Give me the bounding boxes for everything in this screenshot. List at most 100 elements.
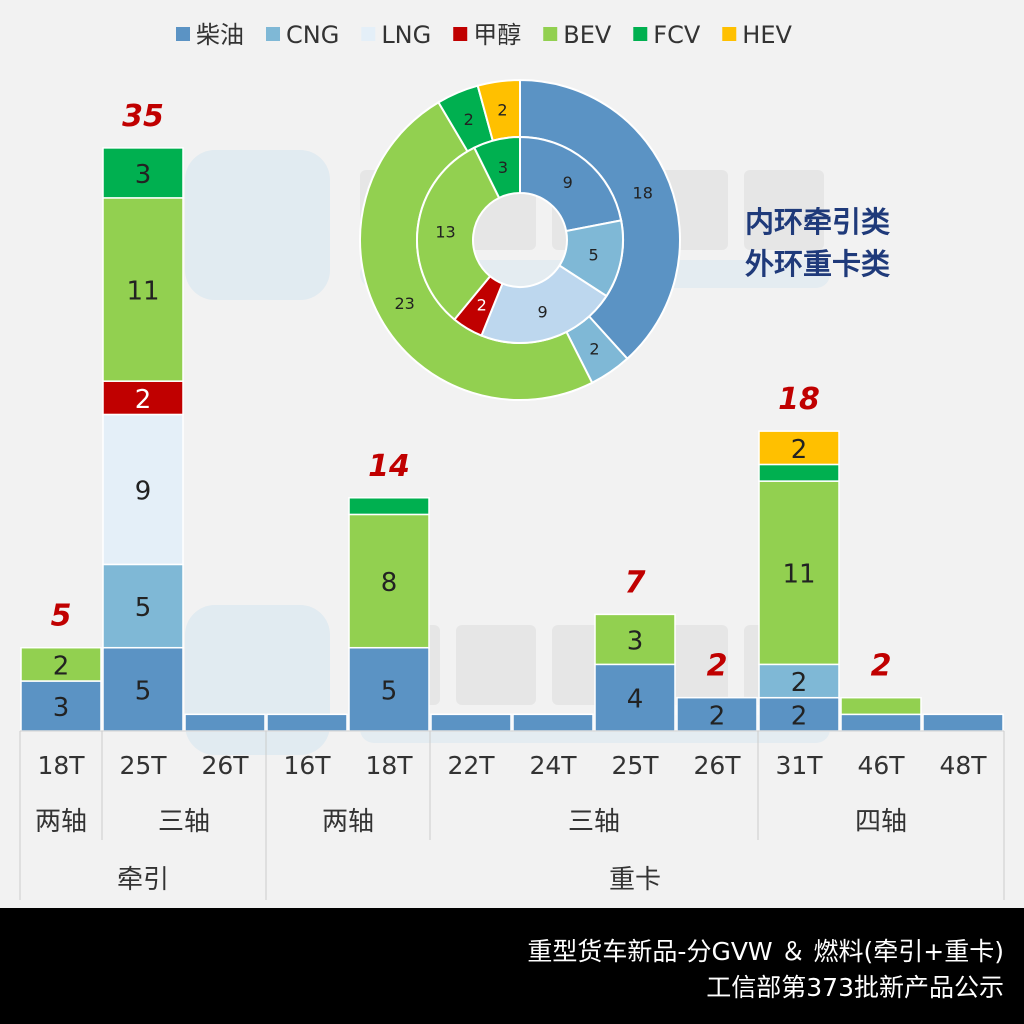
footer-title: 重型货车新品-分GVW ＆ 燃料(牵引+重卡) — [527, 937, 1004, 966]
bar-value-label: 3 — [135, 160, 152, 190]
watermark-logo-icon — [185, 150, 330, 300]
legend-label: LNG — [381, 21, 431, 49]
axle-group-label: 两轴 — [35, 807, 87, 837]
bar-segment — [348, 497, 430, 516]
bar-value-label: 2 — [135, 385, 152, 415]
bar-value-label: 2 — [791, 701, 808, 731]
bar-total-label: 2 — [707, 649, 728, 684]
type-group-label: 重卡 — [609, 865, 661, 895]
x-tick-label: 25T — [611, 751, 659, 780]
axle-group-label: 三轴 — [568, 807, 620, 837]
bar-segment — [758, 463, 840, 482]
donut-slice — [480, 264, 608, 344]
donut-value-label: 5 — [589, 245, 599, 264]
bar-segment — [758, 480, 840, 666]
bar-value-label: 5 — [135, 593, 152, 623]
legend-swatch — [722, 27, 737, 41]
donut-slice — [519, 135, 623, 233]
legend-label: FCV — [653, 21, 701, 49]
donut-outer-caption: 外环重卡类 — [745, 247, 890, 281]
x-tick-label: 22T — [447, 751, 495, 780]
bar-segment — [594, 613, 676, 666]
x-tick-label: 48T — [939, 751, 987, 780]
x-tick-label: 46T — [857, 751, 905, 780]
legend-swatch — [361, 27, 376, 41]
legend-label: BEV — [563, 21, 612, 49]
bar-segment — [102, 197, 184, 382]
bar-value-label: 5 — [381, 676, 398, 706]
donut-value-label: 2 — [589, 339, 599, 358]
x-tick-label: 18T — [365, 751, 413, 780]
x-tick-label: 24T — [529, 751, 577, 780]
x-tick-label: 16T — [283, 751, 331, 780]
bar-segment — [512, 713, 594, 732]
bar-value-label: 11 — [782, 560, 815, 590]
bar-value-label: 2 — [709, 701, 726, 731]
legend-swatch — [266, 27, 280, 41]
donut-value-label: 9 — [538, 303, 548, 322]
donut-slice — [416, 146, 501, 321]
bar-value-label: 5 — [135, 676, 152, 706]
x-tick-label: 31T — [775, 751, 823, 780]
axle-group-label: 两轴 — [322, 807, 374, 837]
bar-segment — [348, 513, 430, 649]
bar-value-label: 4 — [627, 685, 644, 715]
bar-segment — [20, 680, 102, 732]
watermark-glyph-block — [744, 170, 824, 250]
bar-value-label: 2 — [53, 651, 70, 681]
donut-inner-caption: 内环牵引类 — [745, 205, 890, 239]
bar-total-label: 14 — [368, 449, 410, 484]
legend-label: HEV — [742, 21, 792, 49]
footer-subtitle: 工信部第373批新产品公示 — [706, 973, 1004, 1002]
bar-value-label: 2 — [791, 668, 808, 698]
bar-segment — [102, 646, 184, 732]
bar-total-label: 5 — [51, 599, 72, 634]
bar-segment — [758, 663, 840, 699]
bar-value-label: 2 — [791, 435, 808, 465]
bar-total-label: 18 — [778, 382, 820, 417]
bar-value-label: 8 — [381, 568, 398, 598]
x-tick-label: 26T — [201, 751, 249, 780]
bar-segment — [758, 696, 840, 732]
bar-segment — [20, 646, 102, 682]
bar-total-label: 7 — [625, 565, 646, 600]
donut-slice — [472, 135, 521, 200]
bar-total-label: 2 — [871, 649, 892, 684]
donut-value-label: 13 — [435, 222, 455, 241]
donut-value-label: 9 — [563, 173, 573, 192]
bar-segment — [430, 713, 512, 732]
donut-value-label: 18 — [633, 184, 653, 203]
x-tick-label: 18T — [37, 751, 85, 780]
bar-value-label: 3 — [53, 693, 70, 723]
bar-segment — [184, 713, 266, 732]
legend-swatch — [543, 27, 558, 41]
bar-value-label: 11 — [126, 277, 159, 307]
axle-group-label: 四轴 — [855, 807, 907, 837]
donut-value-label: 2 — [477, 295, 487, 314]
legend-label: CNG — [286, 21, 339, 49]
bar-segment — [758, 430, 840, 466]
legend-swatch — [633, 27, 648, 41]
donut-value-label: 2 — [464, 110, 474, 129]
watermark-glyph-block — [456, 625, 536, 705]
x-tick-label: 26T — [693, 751, 741, 780]
footer: 重型货车新品-分GVW ＆ 燃料(牵引+重卡) 工信部第373批新产品公示 — [0, 908, 1024, 1024]
type-group-label: 牵引 — [117, 865, 169, 895]
bar-segment — [594, 663, 676, 732]
donut-value-label: 2 — [497, 101, 507, 120]
donut-value-label: 3 — [498, 158, 508, 177]
donut-value-label: 23 — [395, 294, 415, 313]
legend-label: 柴油 — [196, 21, 244, 49]
bar-segment — [348, 646, 430, 732]
bar-segment — [266, 713, 348, 732]
bar-segment — [102, 563, 184, 649]
legend-label: 甲醇 — [473, 21, 521, 49]
bar-segment — [102, 380, 184, 416]
legend-swatch — [176, 27, 190, 41]
bar-segment — [840, 713, 922, 732]
bar-total-label: 35 — [122, 99, 164, 134]
bar-value-label: 3 — [627, 626, 644, 656]
x-tick-label: 25T — [119, 751, 167, 780]
bar-segment — [102, 413, 184, 566]
